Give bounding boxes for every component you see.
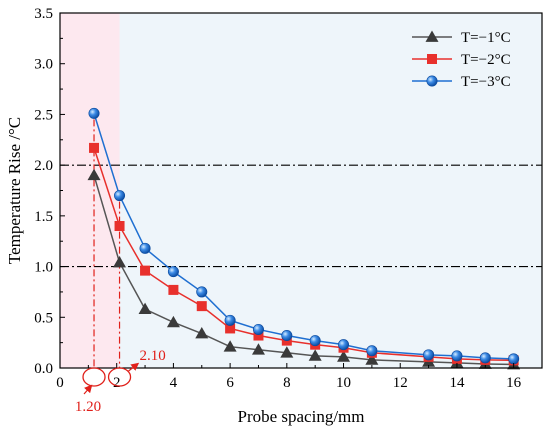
data-point-triangle xyxy=(113,256,127,268)
data-point-circle xyxy=(224,314,236,326)
data-point-square xyxy=(140,265,151,276)
data-point-circle xyxy=(338,339,350,351)
data-point-circle xyxy=(366,345,378,357)
series-1 xyxy=(87,168,521,370)
data-point-triangle xyxy=(425,30,439,42)
annotation-label-1: 1.20 xyxy=(75,399,101,415)
legend-label: T=−3°C xyxy=(461,74,511,90)
annotations: 1.20 2.10 xyxy=(75,348,166,415)
data-point-triangle xyxy=(365,353,379,365)
x-tick-label: 6 xyxy=(226,375,234,391)
data-point-square xyxy=(225,323,236,334)
annotation-label-2: 2.10 xyxy=(140,348,166,364)
data-point-triangle xyxy=(138,302,152,315)
y-tick-label: 0.0 xyxy=(34,361,53,377)
x-axis-ticks: 0 2 4 6 8 10 12 14 16 xyxy=(56,363,522,391)
x-tick-label: 10 xyxy=(336,375,351,391)
data-point-triangle xyxy=(251,343,265,355)
legend-label: T=−2°C xyxy=(461,52,511,68)
data-point-circle xyxy=(309,335,321,347)
data-point-triangle xyxy=(223,340,237,352)
data-point-triangle xyxy=(195,327,209,339)
annotation-arrow-1 xyxy=(83,384,93,395)
data-point-square xyxy=(89,142,100,153)
data-point-circle xyxy=(451,350,463,362)
annotation-circle-2 xyxy=(107,367,132,387)
annotation-circle-1 xyxy=(82,367,106,387)
series-3 xyxy=(88,107,520,365)
series-layer xyxy=(87,107,521,370)
y-tick-label: 1.0 xyxy=(34,260,53,276)
y-axis-title: Temperature Rise /°C xyxy=(5,117,24,264)
y-tick-label: 2.5 xyxy=(34,107,53,123)
x-tick-label: 12 xyxy=(393,375,408,391)
data-point-square xyxy=(196,301,207,312)
legend: T=−1°C T=−2°C T=−3°C xyxy=(412,30,511,90)
data-point-square xyxy=(253,330,264,341)
data-point-circle xyxy=(139,242,151,254)
plot-background xyxy=(60,13,543,368)
legend-item-1: T=−1°C xyxy=(412,30,511,46)
y-tick-label: 3.0 xyxy=(34,57,53,73)
data-point-square xyxy=(168,284,179,295)
x-tick-label: 0 xyxy=(56,375,64,391)
legend-item-2: T=−2°C xyxy=(412,52,511,68)
y-tick-label: 2.0 xyxy=(34,158,53,174)
data-point-circle xyxy=(423,349,435,361)
data-point-circle xyxy=(167,266,179,278)
y-tick-label: 0.5 xyxy=(34,310,53,326)
data-point-triangle xyxy=(166,315,180,328)
data-point-circle xyxy=(426,75,438,87)
y-tick-label: 3.5 xyxy=(34,6,53,22)
data-point-circle xyxy=(252,323,264,335)
data-point-triangle xyxy=(87,168,101,181)
x-tick-label: 8 xyxy=(283,375,291,391)
legend-item-3: T=−3°C xyxy=(412,74,511,90)
x-axis-title: Probe spacing/mm xyxy=(237,407,364,426)
data-point-triangle xyxy=(308,349,322,361)
x-tick-label: 4 xyxy=(170,375,178,391)
legend-label: T=−1°C xyxy=(461,30,511,46)
x-tick-label: 16 xyxy=(506,375,522,391)
data-point-circle xyxy=(508,353,520,365)
y-tick-label: 1.5 xyxy=(34,209,53,225)
shaded-region-2 xyxy=(119,13,543,368)
x-tick-label: 2 xyxy=(113,375,121,391)
data-point-triangle xyxy=(337,350,351,362)
y-axis-ticks: 0.0 0.5 1.0 1.5 2.0 2.5 3.0 3.5 xyxy=(34,6,65,377)
data-point-circle xyxy=(196,286,208,298)
annotation-drop-lines xyxy=(93,119,121,368)
x-tick-label: 14 xyxy=(449,375,465,391)
data-point-square xyxy=(114,221,125,231)
data-point-triangle xyxy=(280,346,294,358)
data-point-circle xyxy=(281,330,293,342)
data-point-square xyxy=(427,54,437,64)
data-point-circle xyxy=(114,190,126,202)
shaded-region-1 xyxy=(60,13,120,368)
annotation-arrow-2 xyxy=(128,362,140,372)
data-point-circle xyxy=(88,107,100,119)
data-point-circle xyxy=(479,352,491,364)
